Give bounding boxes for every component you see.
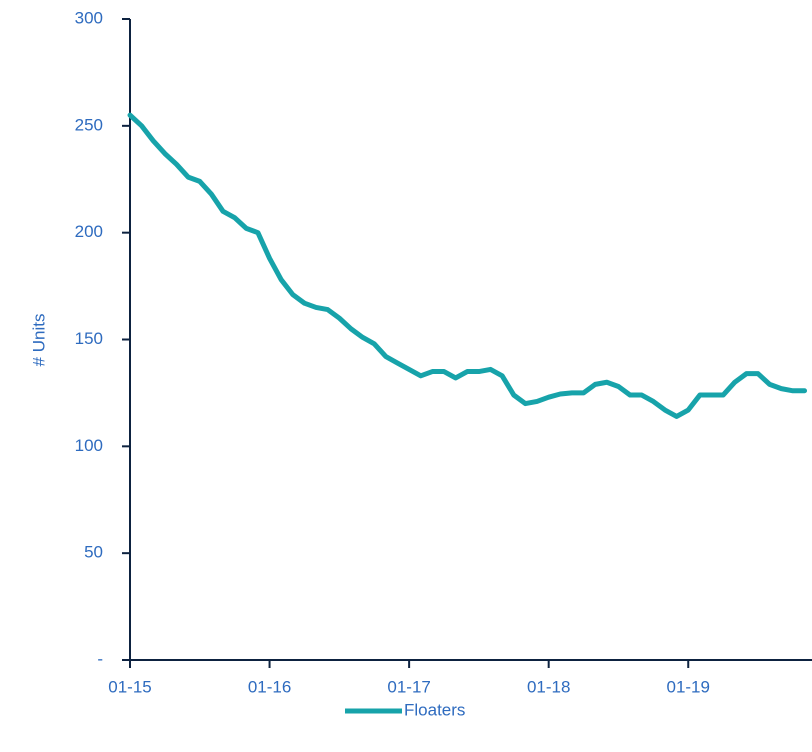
y-tick-label: - [97, 649, 103, 668]
line-series [127, 112, 808, 419]
y-tick-label: 150 [75, 329, 103, 348]
x-tick-label: 01-15 [108, 677, 151, 696]
y-tick-label: 100 [75, 436, 103, 455]
x-tick-label: 01-17 [387, 677, 430, 696]
y-tick-label: 50 [84, 543, 103, 562]
x-tick-label: 01-16 [248, 677, 291, 696]
legend-label: Floaters [404, 700, 465, 719]
x-tick-label: 01-18 [527, 677, 570, 696]
y-tick-label: 250 [75, 115, 103, 134]
y-axis-label: # Units [29, 314, 48, 367]
x-tick-label: 01-19 [666, 677, 709, 696]
y-tick-label: 200 [75, 222, 103, 241]
y-tick-label: 300 [75, 8, 103, 27]
